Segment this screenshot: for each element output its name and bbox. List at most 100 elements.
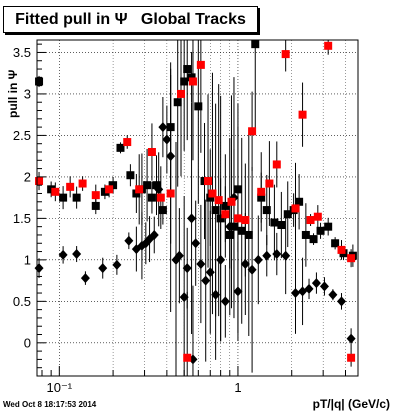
data-point-square	[100, 187, 109, 196]
data-point-diamond	[328, 289, 338, 300]
data-point-square	[270, 218, 279, 227]
data-point-square	[227, 197, 236, 206]
data-point-diamond	[58, 249, 68, 260]
data-point-square	[337, 245, 346, 254]
y-tick-label: 1.5	[13, 211, 31, 226]
y-tick-label: 2.5	[13, 128, 31, 143]
data-point-diamond	[211, 289, 221, 300]
data-point-diamond	[196, 259, 206, 269]
data-point-diamond	[311, 278, 321, 289]
y-tick-label: 2	[24, 169, 31, 184]
data-point-square	[47, 185, 56, 194]
data-point-square	[221, 210, 230, 219]
data-point-diamond	[124, 235, 134, 246]
data-point-square	[237, 226, 246, 235]
data-point-diamond	[191, 238, 201, 249]
data-point-square	[59, 193, 68, 202]
data-point-square	[147, 193, 156, 202]
y-axis-label: pull in Ψ	[6, 69, 20, 118]
data-point-square	[173, 98, 182, 107]
data-point-square	[105, 185, 114, 194]
data-point-square	[166, 189, 175, 198]
data-point-square	[324, 222, 333, 231]
data-point-square	[156, 193, 165, 202]
data-point-square	[91, 191, 100, 200]
data-point-square	[347, 353, 356, 362]
data-point-diamond	[240, 259, 250, 269]
data-point-square	[309, 235, 318, 244]
data-point-square	[244, 230, 253, 239]
data-point-square	[221, 201, 230, 210]
data-point-square	[147, 148, 156, 156]
data-point-diamond	[112, 259, 122, 270]
date-stamp: Wed Oct 8 18:17:53 2014	[3, 400, 97, 409]
data-point-diamond	[166, 151, 176, 162]
data-point-square	[194, 102, 203, 111]
data-point-diamond	[272, 249, 282, 260]
data-point-square	[216, 214, 225, 223]
data-point-diamond	[233, 286, 243, 297]
data-point-square	[298, 110, 307, 119]
data-point-diamond	[98, 263, 108, 274]
data-point-diamond	[80, 273, 90, 284]
data-point-diamond	[337, 296, 347, 307]
data-point-square	[208, 189, 217, 198]
x-axis-label: pT/|q| (GeV/c)	[312, 397, 390, 411]
data-point-diamond	[171, 254, 181, 265]
data-point-square	[126, 171, 135, 180]
data-point-square	[347, 254, 356, 263]
data-point-square	[225, 230, 234, 239]
data-point-diamond	[174, 250, 184, 261]
data-point-square	[257, 187, 266, 196]
data-point-square	[91, 201, 100, 210]
data-point-square	[211, 206, 220, 215]
data-point-square	[331, 239, 340, 248]
data-point-diamond	[253, 254, 263, 265]
data-point-square	[241, 216, 250, 225]
data-point-square	[324, 41, 333, 50]
data-point-diamond	[319, 281, 329, 292]
data-point-square	[158, 206, 167, 215]
data-point-square	[248, 127, 257, 136]
data-point-square	[306, 216, 315, 225]
data-point-square	[177, 89, 186, 98]
y-tick-label: 3	[24, 86, 31, 101]
data-point-square	[72, 193, 81, 202]
data-point-square	[257, 193, 266, 202]
data-point-diamond	[262, 250, 272, 261]
data-point-square	[116, 143, 125, 152]
tick-labels: 0 0.5 1 1.5 2 2.5 3 3.5 10⁻¹ 1	[13, 45, 242, 395]
data-point-square	[272, 160, 281, 169]
data-point-square	[233, 185, 242, 194]
data-point-square	[152, 181, 161, 190]
data-point-square	[233, 214, 242, 223]
data-point-square	[262, 206, 271, 215]
data-point-square	[316, 226, 325, 235]
data-point-square	[283, 210, 292, 219]
data-point-diamond	[281, 250, 291, 261]
data-point-square	[214, 196, 223, 205]
data-point-diamond	[216, 254, 226, 265]
y-tick-label: 1	[24, 252, 31, 267]
data-point-square	[277, 221, 286, 230]
data-point-diamond	[247, 264, 257, 275]
data-point-diamond	[220, 296, 230, 307]
data-point-diamond	[72, 249, 82, 260]
data-point-square	[66, 182, 75, 191]
data-point-square	[109, 181, 118, 190]
data-point-square	[196, 60, 205, 69]
data-point-diamond	[158, 122, 168, 133]
data-point-square	[51, 187, 60, 196]
data-point-square	[251, 40, 260, 49]
data-point-diamond	[182, 263, 192, 274]
axis-ticks	[37, 43, 346, 376]
data-point-square	[295, 197, 304, 206]
data-point-diamond	[291, 288, 301, 299]
data-point-diamond	[162, 134, 172, 145]
data-point-square	[78, 179, 87, 188]
chart-title: Fitted pull in Ψ Global Tracks	[3, 6, 258, 33]
y-tick-label: 3.5	[13, 45, 31, 60]
data-point-square	[143, 181, 152, 190]
data-point-square	[265, 179, 274, 188]
